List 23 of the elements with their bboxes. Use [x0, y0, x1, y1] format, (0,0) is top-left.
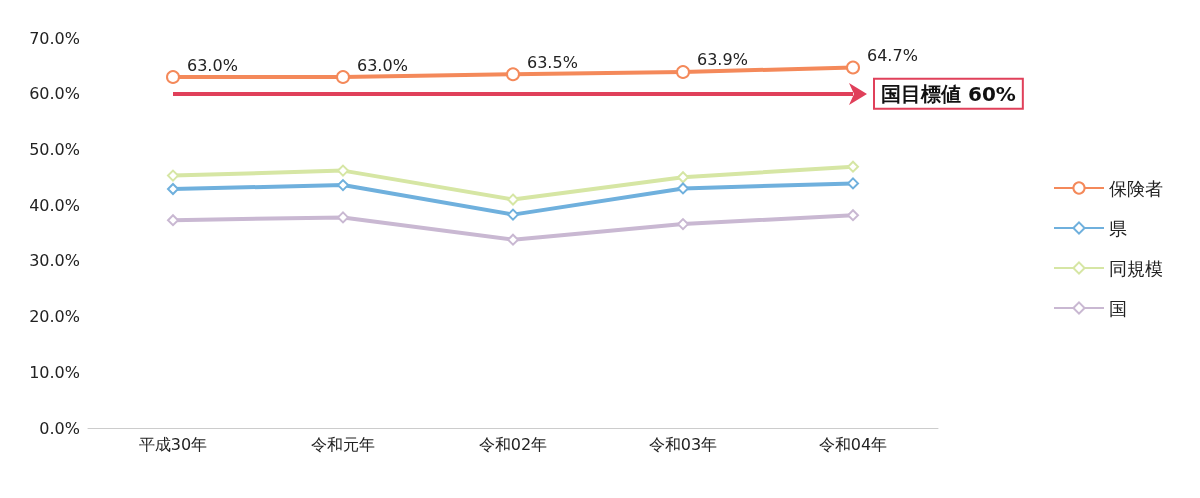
x-tick-label: 平成30年 [138, 434, 208, 454]
y-tick-label: 10.0% [29, 362, 80, 382]
data-label: 63.0% [187, 55, 238, 75]
y-tick-label: 50.0% [29, 139, 80, 159]
data-label: 63.9% [697, 50, 748, 70]
data-label: 64.7% [867, 46, 918, 66]
data-label: 63.5% [527, 52, 578, 72]
data-label: 63.0% [357, 55, 408, 75]
legend-label: 県 [1109, 217, 1127, 239]
y-tick-label: 30.0% [29, 251, 80, 271]
legend-label: 保険者 [1109, 177, 1163, 199]
legend-label: 同規模 [1109, 257, 1163, 279]
ref-line-label: 国目標値 60% [881, 81, 1016, 106]
y-tick-label: 20.0% [29, 307, 80, 327]
y-tick-label: 60.0% [29, 84, 80, 104]
x-tick-label: 令和02年 [478, 434, 548, 454]
y-tick-label: 0.0% [39, 418, 80, 438]
x-tick-label: 令和03年 [648, 434, 718, 454]
x-tick-label: 令和04年 [818, 434, 888, 454]
y-tick-label: 40.0% [29, 195, 80, 215]
x-tick-label: 令和元年 [311, 434, 375, 454]
legend-label: 国 [1109, 297, 1127, 319]
y-tick-label: 70.0% [29, 28, 80, 48]
